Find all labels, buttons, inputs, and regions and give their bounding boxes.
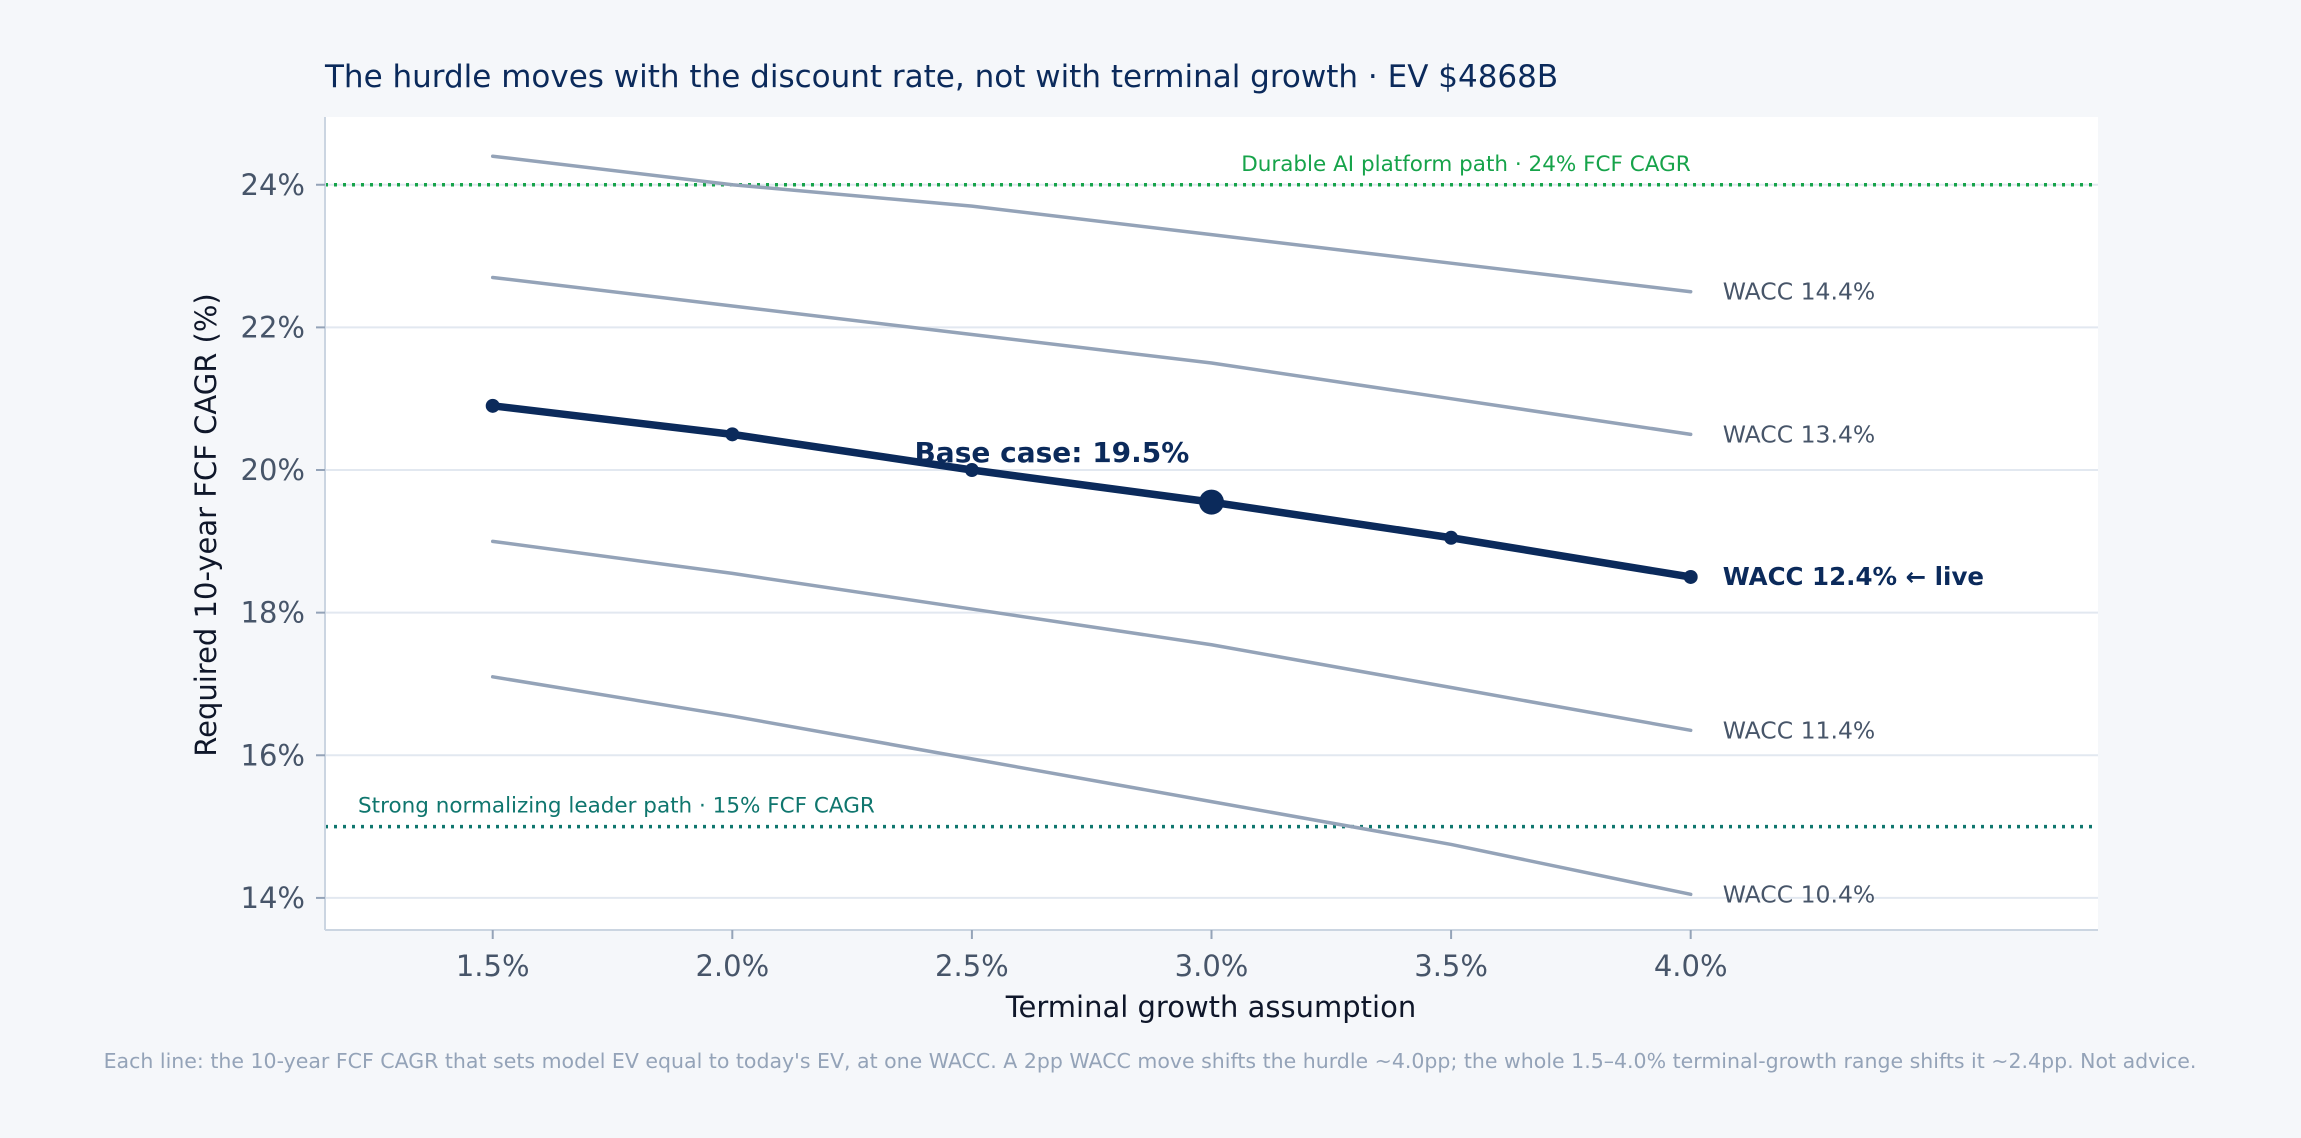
series-end-label: WACC 10.4% [1723, 880, 1876, 908]
series-line [490, 275, 1693, 437]
series-line [490, 675, 1693, 897]
series-line [490, 154, 1693, 294]
data-point [485, 398, 500, 413]
data-point [1444, 530, 1459, 545]
footnote: Each line: the 10-year FCF CAGR that set… [104, 1049, 2197, 1073]
series-line-live [488, 402, 1695, 581]
series-line [490, 539, 1693, 733]
x-tick-label: 4.0% [1654, 949, 1728, 983]
x-tick-label: 3.5% [1414, 949, 1488, 983]
y-axis-title: Required 10-year FCF CAGR (%) [189, 293, 223, 757]
axis-ticks: 14% 16% 18% 20% 22% 24% 1.5% 2.0% 2.5% 3.0% 3.5% 4.… [241, 168, 1728, 983]
series-end-label: WACC 13.4% [1723, 420, 1876, 448]
series-end-label: WACC 11.4% [1723, 716, 1876, 744]
y-tick-label: 14% [241, 881, 305, 915]
reference-lines: Durable AI platform path · 24% FCF CAGR S… [325, 152, 2098, 829]
data-point [964, 463, 979, 478]
x-tick-label: 3.0% [1175, 949, 1249, 983]
y-tick-label: 16% [241, 738, 305, 772]
chart-title: The hurdle moves with the discount rate,… [324, 59, 1558, 95]
annotations: WACC 14.4% WACC 13.4% WACC 12.4% ← live WAC… [914, 278, 1984, 909]
reference-line-label: Strong normalizing leader path · 15% FCF… [358, 794, 875, 819]
series-end-label: WACC 14.4% [1723, 278, 1876, 306]
x-tick-label: 1.5% [456, 949, 530, 983]
y-tick-label: 24% [241, 168, 305, 202]
y-tick-label: 20% [241, 453, 305, 487]
series-end-label: WACC 12.4% ← live [1723, 562, 1984, 591]
data-point [725, 427, 740, 442]
y-tick-label: 22% [241, 310, 305, 344]
data-point [1683, 569, 1698, 584]
x-axis-title: Terminal growth assumption [1005, 990, 1416, 1024]
series-lines [485, 154, 1698, 897]
base-case-annotation: Base case: 19.5% [914, 436, 1189, 469]
x-tick-label: 2.0% [695, 949, 769, 983]
base-case-point [1199, 489, 1224, 515]
plot-background [325, 117, 2098, 930]
reference-line-label: Durable AI platform path · 24% FCF CAGR [1241, 152, 1691, 177]
x-tick-label: 2.5% [935, 949, 1009, 983]
y-tick-label: 18% [241, 596, 305, 630]
